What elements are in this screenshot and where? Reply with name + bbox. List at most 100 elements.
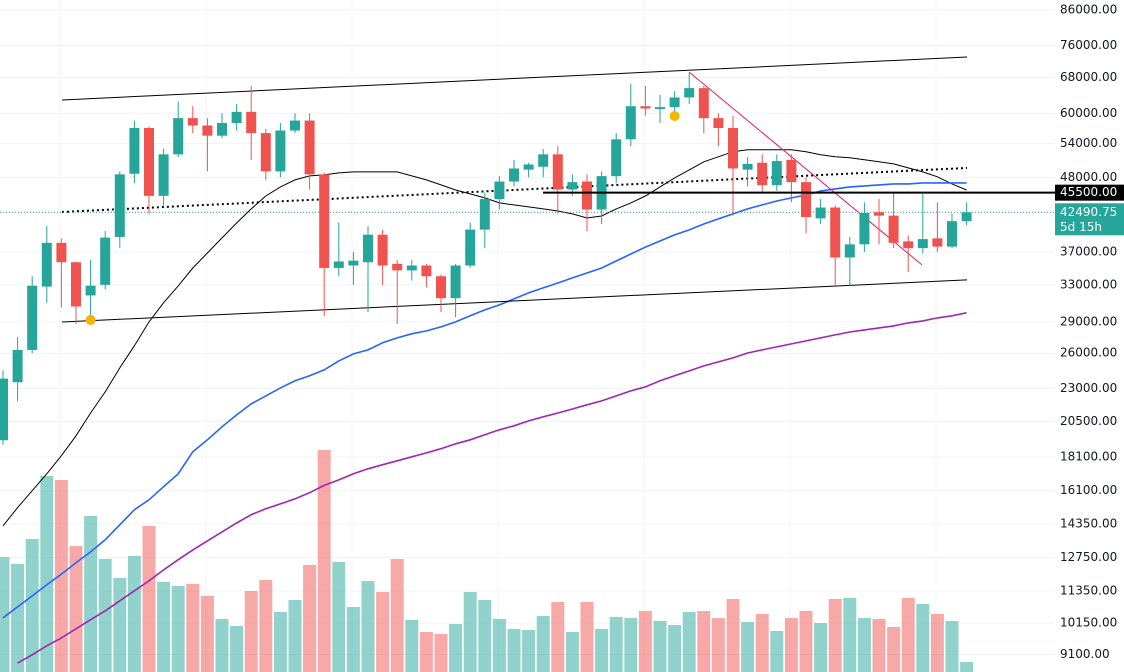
volume-bar [726, 599, 740, 672]
volume-bar [565, 632, 579, 672]
volume-bar [157, 582, 171, 672]
candle-body [173, 118, 184, 155]
volume-bar [303, 565, 317, 672]
price-axis [1055, 0, 1124, 672]
volume-bar [901, 598, 915, 672]
volume-bar [653, 621, 667, 672]
volume-bar [522, 630, 536, 672]
candle-body [932, 238, 943, 247]
y-tick-label: 11350.00 [1060, 584, 1117, 598]
volume-bar [171, 586, 185, 672]
volume-bar [40, 476, 54, 672]
candle-body [333, 261, 344, 268]
candle-body [801, 182, 811, 217]
candle-body [494, 181, 505, 200]
y-tick-label: 37000.00 [1060, 244, 1117, 258]
candle-body [786, 159, 797, 183]
candle-body [655, 107, 665, 110]
candle-body [713, 118, 724, 129]
candle-body [509, 168, 519, 182]
volume-bar [741, 622, 755, 672]
candle-body [523, 164, 534, 170]
y-tick-label: 29000.00 [1060, 314, 1117, 328]
y-tick-label: 86000.00 [1060, 2, 1117, 16]
volume-bar [872, 619, 886, 672]
candle-body [114, 174, 125, 237]
candle-body [363, 234, 373, 263]
volume-bar [259, 580, 273, 672]
volume-bar [492, 619, 506, 672]
volume-bar [230, 626, 244, 672]
volume-bar [595, 629, 609, 672]
candle-body [421, 265, 432, 277]
candle-body [304, 120, 315, 175]
price-axis-labels: 86000.00 76000.00 68000.00 60000.00 54000.00… [1060, 2, 1117, 660]
candle-body [874, 212, 884, 216]
candle-body [567, 182, 578, 190]
y-tick-label: 26000.00 [1060, 346, 1117, 360]
candle-body [844, 244, 855, 258]
y-tick-label: 76000.00 [1060, 38, 1117, 52]
volume-bar [434, 634, 448, 672]
volume-bar [25, 539, 39, 672]
y-tick-label: 9100.00 [1060, 647, 1110, 661]
volume-bar [887, 627, 901, 672]
candle-body [552, 154, 563, 190]
volume-bar [215, 619, 229, 672]
volume-bar [390, 559, 404, 672]
volume-bar [69, 546, 83, 672]
volume-bar [638, 611, 652, 672]
volume-bar [960, 662, 974, 672]
volume-bar [755, 614, 769, 672]
volume-bar [186, 584, 200, 672]
last-price-tag [1055, 203, 1124, 236]
candle-body [479, 199, 490, 230]
volume-bar [551, 602, 565, 672]
price-level-label: 45500.00 [1060, 185, 1117, 199]
volume-bar [843, 598, 857, 672]
candle-body [27, 285, 38, 350]
volume-bar [945, 621, 959, 672]
volume-bar [244, 591, 258, 672]
volume-bar [332, 562, 346, 672]
candle-body [742, 163, 753, 170]
candle-body [625, 106, 636, 140]
volume-bar [536, 616, 550, 672]
candle-body [830, 207, 841, 258]
candle-body [961, 212, 972, 222]
candle-body [698, 88, 709, 119]
candle-body [319, 174, 330, 268]
volume-bar [814, 623, 828, 672]
volume-bar [273, 612, 287, 672]
candle-body [728, 128, 738, 169]
candle-body [450, 265, 461, 299]
candle-body [903, 241, 914, 249]
candle-body [757, 162, 768, 186]
moving-average [17, 312, 967, 664]
volume-bar [580, 602, 594, 672]
candle-body [640, 106, 651, 109]
y-tick-label: 10150.00 [1060, 616, 1117, 630]
candle-body [377, 234, 388, 266]
candle-body [771, 161, 782, 186]
plot-area [0, 56, 1055, 664]
marker-dot [85, 314, 96, 325]
volume-bar [916, 604, 930, 672]
y-tick-label: 20500.00 [1060, 414, 1117, 428]
volume-bar [784, 618, 798, 672]
candle-body [538, 154, 549, 167]
volume-bar [288, 600, 302, 672]
candle-body [917, 239, 928, 249]
trendline [61, 279, 968, 323]
volume-bar [317, 450, 331, 672]
candle-body [85, 285, 96, 296]
volume-bar [799, 611, 813, 672]
candle-body [290, 120, 300, 131]
volume-bar [930, 614, 944, 672]
candle-body [947, 221, 957, 247]
candle-body [465, 229, 476, 266]
volume-bar [127, 556, 141, 672]
volume-bar [113, 578, 127, 672]
volume-bar [507, 629, 521, 672]
candle-body [669, 97, 680, 108]
